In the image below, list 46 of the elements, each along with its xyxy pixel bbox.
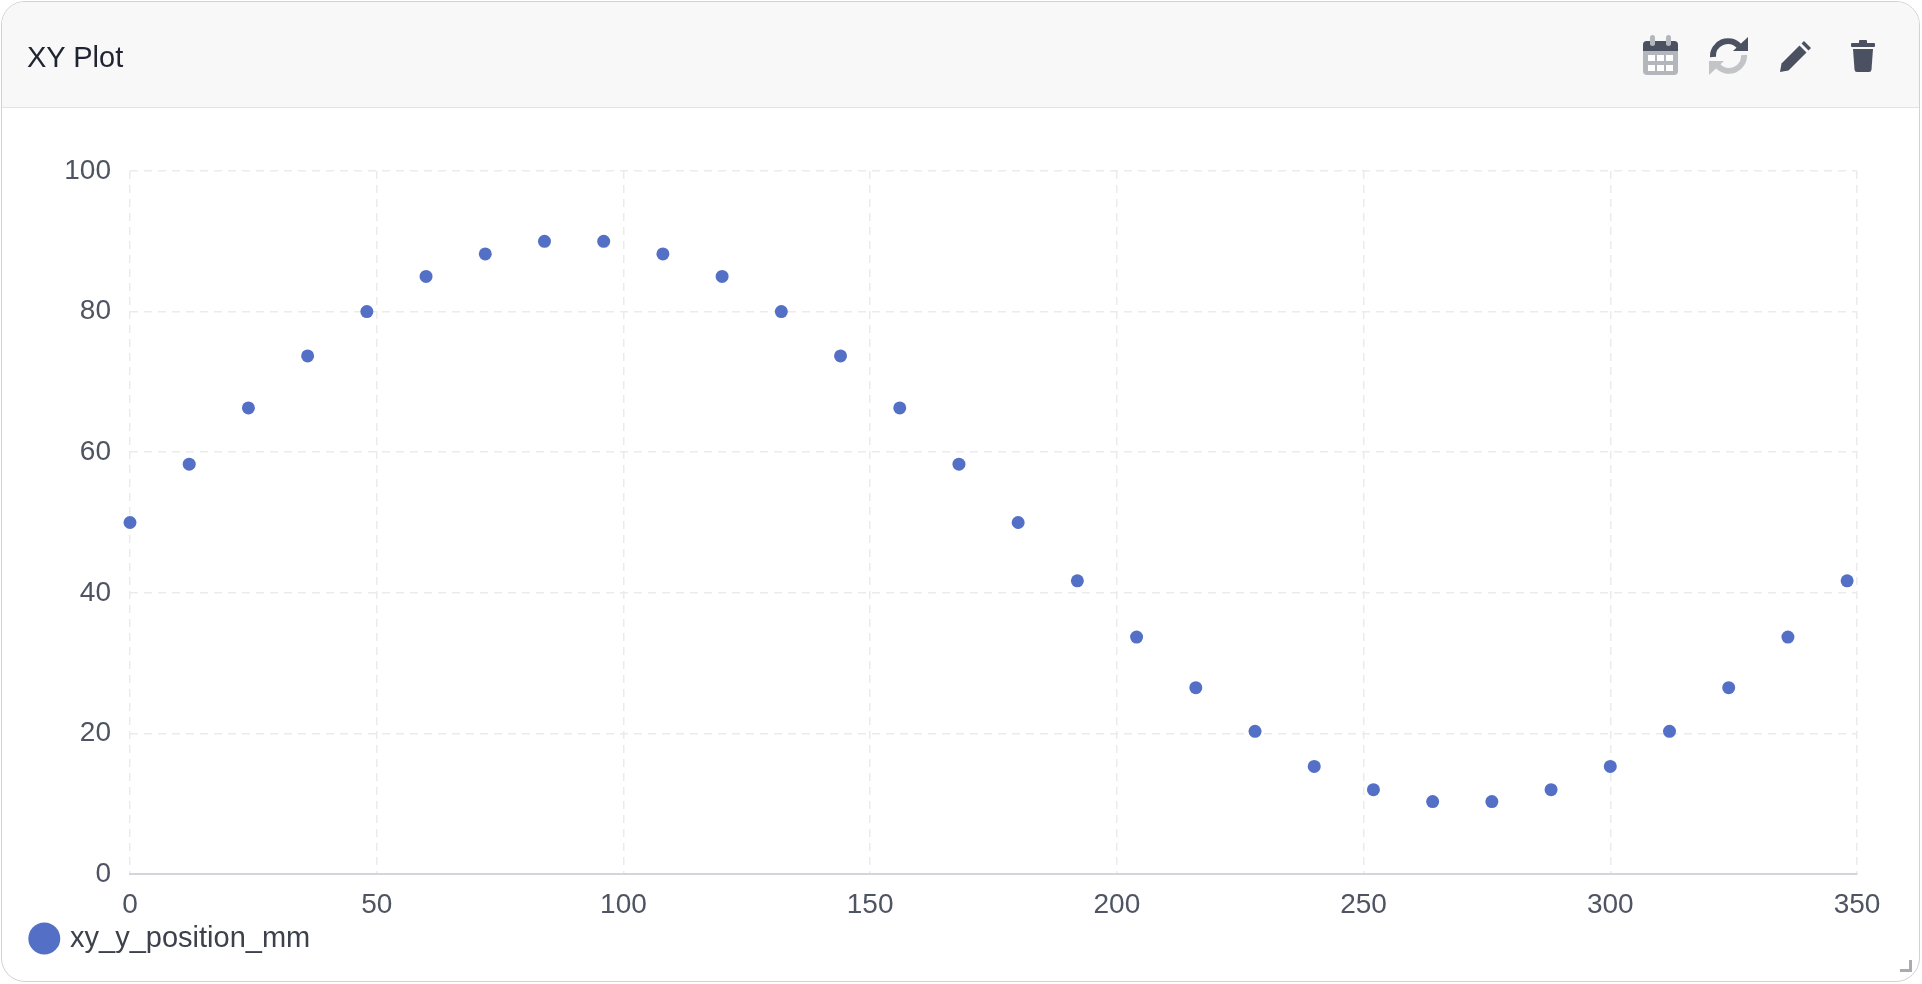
point xyxy=(1248,724,1262,738)
point xyxy=(715,269,729,283)
point xyxy=(478,247,492,261)
point xyxy=(360,305,374,319)
x-tick-label: 350 xyxy=(1833,887,1881,919)
point xyxy=(123,516,137,529)
x-tick-label: 100 xyxy=(600,887,647,919)
y-tick-label: 0 xyxy=(95,856,111,888)
point xyxy=(301,349,315,363)
point xyxy=(182,457,196,471)
point xyxy=(241,401,255,415)
point xyxy=(774,305,788,319)
x-tick-label: 150 xyxy=(846,887,894,919)
point xyxy=(1426,795,1440,809)
y-tick-label: 20 xyxy=(79,716,111,748)
point xyxy=(537,234,551,248)
y-tick-label: 60 xyxy=(79,434,111,466)
point xyxy=(1070,574,1084,588)
y-tick-label: 100 xyxy=(64,153,111,185)
point xyxy=(1011,516,1025,529)
point xyxy=(1544,783,1558,797)
x-tick-label: 300 xyxy=(1586,887,1634,919)
legend-label: xy_y_position_mm xyxy=(70,920,311,953)
point xyxy=(834,349,848,363)
point xyxy=(656,247,670,261)
point xyxy=(597,234,611,248)
x-tick-label: 250 xyxy=(1340,887,1387,919)
point xyxy=(893,401,907,415)
point xyxy=(1307,759,1321,773)
y-tick-label: 80 xyxy=(79,294,111,326)
point xyxy=(1722,681,1736,695)
chart-title: XY Plot xyxy=(27,40,124,74)
point xyxy=(419,269,433,283)
point xyxy=(1485,795,1499,809)
x-tick-label: 200 xyxy=(1093,887,1141,919)
point xyxy=(1781,630,1795,644)
point xyxy=(1130,630,1144,644)
point xyxy=(1663,724,1676,738)
y-tick-label: 40 xyxy=(79,575,111,607)
point xyxy=(1603,759,1617,773)
point xyxy=(1366,783,1380,797)
point xyxy=(1189,681,1203,695)
x-tick-label: 50 xyxy=(361,887,393,919)
point xyxy=(952,457,966,471)
point xyxy=(1840,574,1854,588)
x-tick-label: 0 xyxy=(122,887,138,919)
